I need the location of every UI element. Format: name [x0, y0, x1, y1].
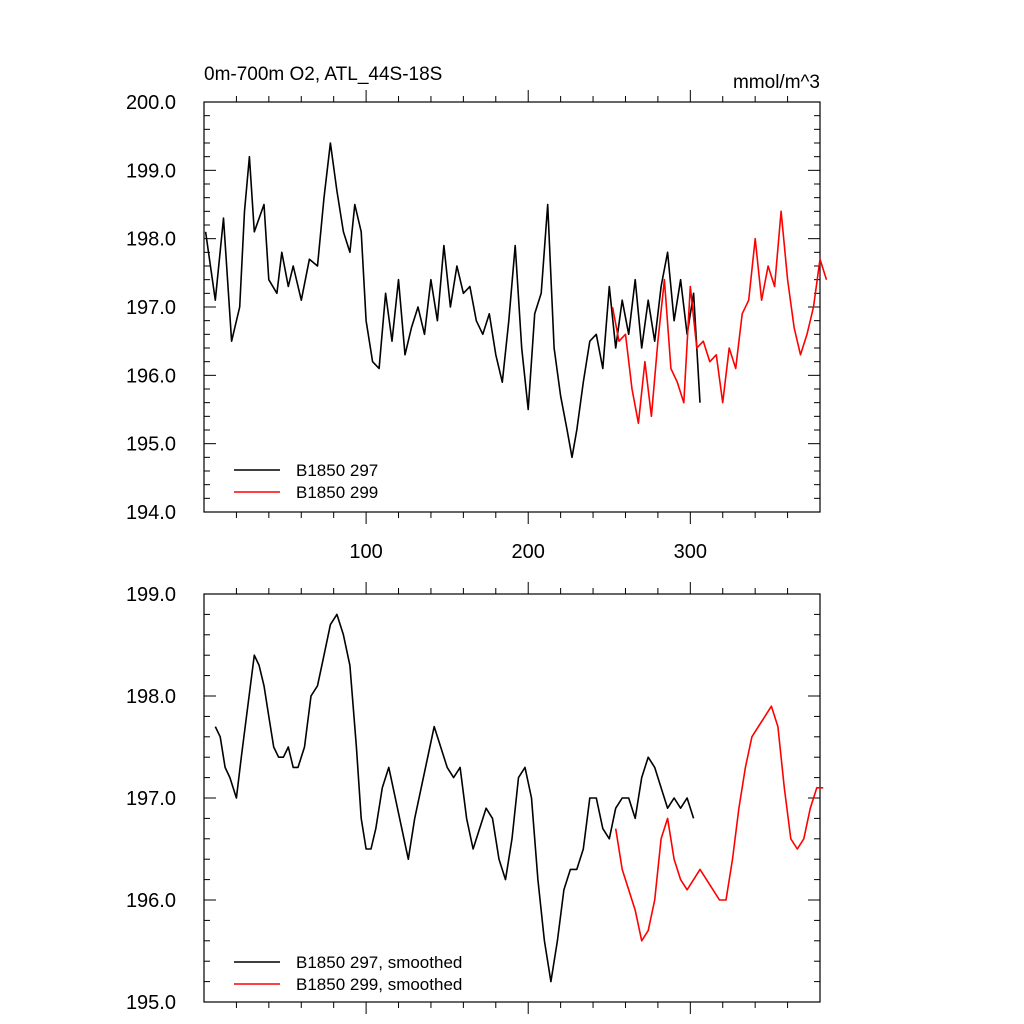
series-line-red	[614, 705, 824, 942]
y-tick-label: 197.0	[126, 788, 176, 810]
x-tick-label: 300	[674, 541, 707, 563]
x-tick-label: 100	[349, 541, 382, 563]
bottom-panel: 195.0 196.0 197.0 198.0 199.0 B1850 297, smoo…	[126, 582, 824, 1014]
y-tick-label: 194.0	[126, 502, 176, 524]
legend-label: B1850 297, smoothed	[296, 953, 462, 972]
y-tick-label: 198.0	[126, 686, 176, 708]
y-tick-label: 199.0	[126, 160, 176, 182]
y-tick-label: 197.0	[126, 297, 176, 319]
series-line-red	[611, 210, 828, 425]
y-tick-label: 195.0	[126, 992, 176, 1014]
plot-frame	[203, 101, 821, 513]
legend-label: B1850 297	[296, 461, 378, 480]
y-tick-label: 195.0	[126, 434, 176, 456]
x-tick-label: 200	[512, 541, 545, 563]
legend-label: B1850 299, smoothed	[296, 975, 462, 994]
y-tick-label: 199.0	[126, 584, 176, 606]
y-tick-label: 196.0	[126, 365, 176, 387]
legend-label: B1850 299	[296, 483, 378, 502]
series-line-black	[214, 613, 695, 983]
y-tick-label: 196.0	[126, 890, 176, 912]
top-panel: 194.0 195.0 196.0 197.0 198.0 199.0 200.0 100 20…	[126, 64, 828, 563]
y-tick-label: 198.0	[126, 229, 176, 251]
plot-frame	[203, 593, 821, 1003]
chart-units: mmol/m^3	[733, 72, 820, 93]
chart-title: 0m-700m O2, ATL_44S-18S	[204, 64, 442, 85]
series-line-black	[204, 142, 701, 459]
y-tick-label: 200.0	[126, 92, 176, 114]
